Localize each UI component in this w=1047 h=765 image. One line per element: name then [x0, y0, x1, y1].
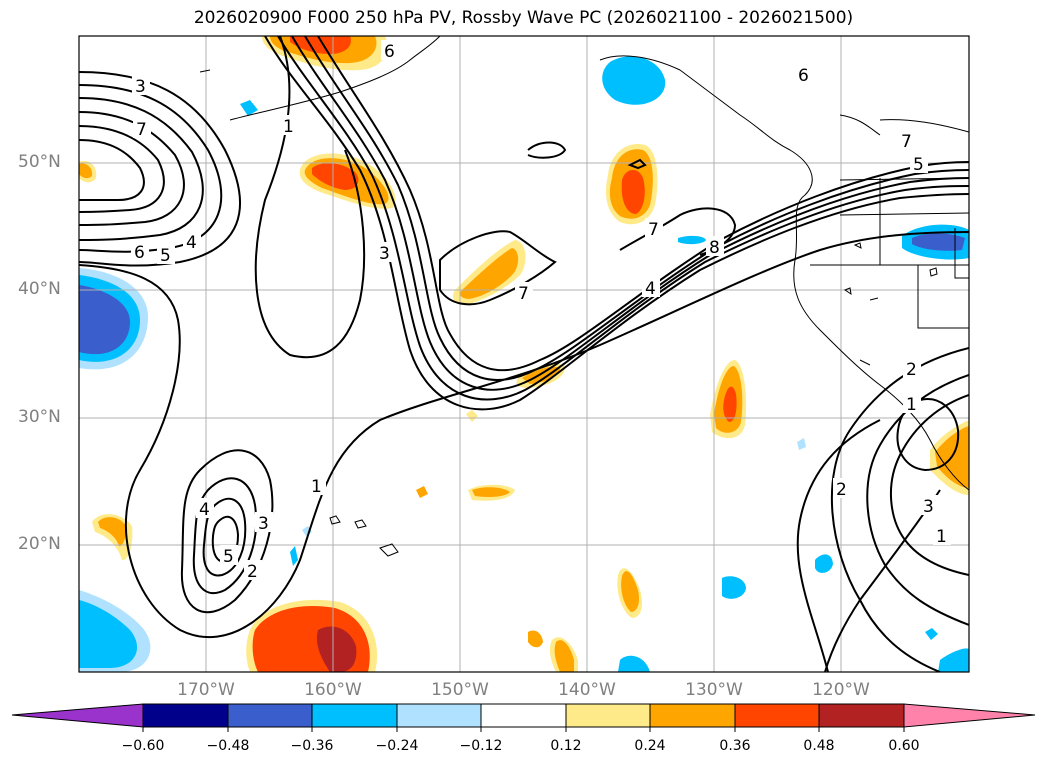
colorbar-tick-label: 0.12	[550, 738, 582, 754]
lat-label-40n: 40°N	[18, 279, 61, 299]
colorbar-tick-label: −0.12	[459, 738, 503, 754]
colorbar-arrow-right	[903, 703, 1036, 728]
colorbar-tick-label: 0.36	[719, 738, 751, 754]
lon-label-130w: 130°W	[685, 680, 743, 700]
lon-label-150w: 150°W	[431, 680, 489, 700]
lon-label-170w: 170°W	[177, 680, 235, 700]
lon-label-120w: 120°W	[812, 680, 870, 700]
lat-label-30n: 30°N	[18, 407, 61, 427]
contour-label: 6	[384, 42, 395, 62]
colorbar-tick-label: −0.36	[290, 738, 334, 754]
contour-label: 4	[645, 279, 656, 299]
contour-label: 4	[186, 233, 197, 253]
contour-label: 5	[160, 246, 171, 266]
contour-label: 3	[379, 244, 390, 264]
anomaly-fills	[79, 36, 969, 672]
contour-label: 1	[936, 527, 947, 547]
contour-label: 2	[836, 480, 847, 500]
lat-label-20n: 20°N	[18, 534, 61, 554]
contour-label: 6	[134, 243, 145, 263]
colorbar-tick-label: 0.48	[803, 738, 835, 754]
colorbar-tick-label: −0.60	[121, 738, 165, 754]
contour-label: 7	[901, 132, 912, 152]
contour-label: 4	[199, 500, 210, 520]
contour-label: 7	[518, 284, 529, 304]
colorbar-tick-label: 0.60	[888, 738, 920, 754]
contour-label: 7	[136, 120, 147, 140]
contour-label: 2	[906, 360, 917, 380]
contour-label: 5	[913, 155, 924, 175]
contour-label: 3	[923, 497, 934, 517]
contour-label: 7	[648, 220, 659, 240]
colorbar	[11, 703, 1036, 732]
contour-label: 8	[709, 238, 720, 258]
contour-lines	[79, 36, 969, 672]
lon-label-140w: 140°W	[558, 680, 616, 700]
contour-label: 5	[223, 547, 234, 567]
colorbar-tick-label: −0.48	[206, 738, 250, 754]
contour-label: 6	[798, 66, 809, 86]
colorbar-arrow-left	[11, 703, 144, 728]
colorbar-tick-label: 0.24	[634, 738, 666, 754]
contour-label: 1	[311, 477, 322, 497]
lat-label-50n: 50°N	[18, 152, 61, 172]
contour-label: 1	[906, 395, 917, 415]
contour-label: 2	[247, 562, 258, 582]
lon-label-160w: 160°W	[304, 680, 362, 700]
map-title: 2026020900 F000 250 hPa PV, Rossby Wave …	[193, 8, 854, 28]
neg-anomaly-alaska	[602, 56, 666, 105]
contour-label: 3	[258, 514, 269, 534]
contour-label: 1	[283, 117, 294, 137]
colorbar-tick-label: −0.24	[375, 738, 419, 754]
contour-label: 3	[135, 77, 146, 97]
plot-frame	[78, 35, 970, 673]
